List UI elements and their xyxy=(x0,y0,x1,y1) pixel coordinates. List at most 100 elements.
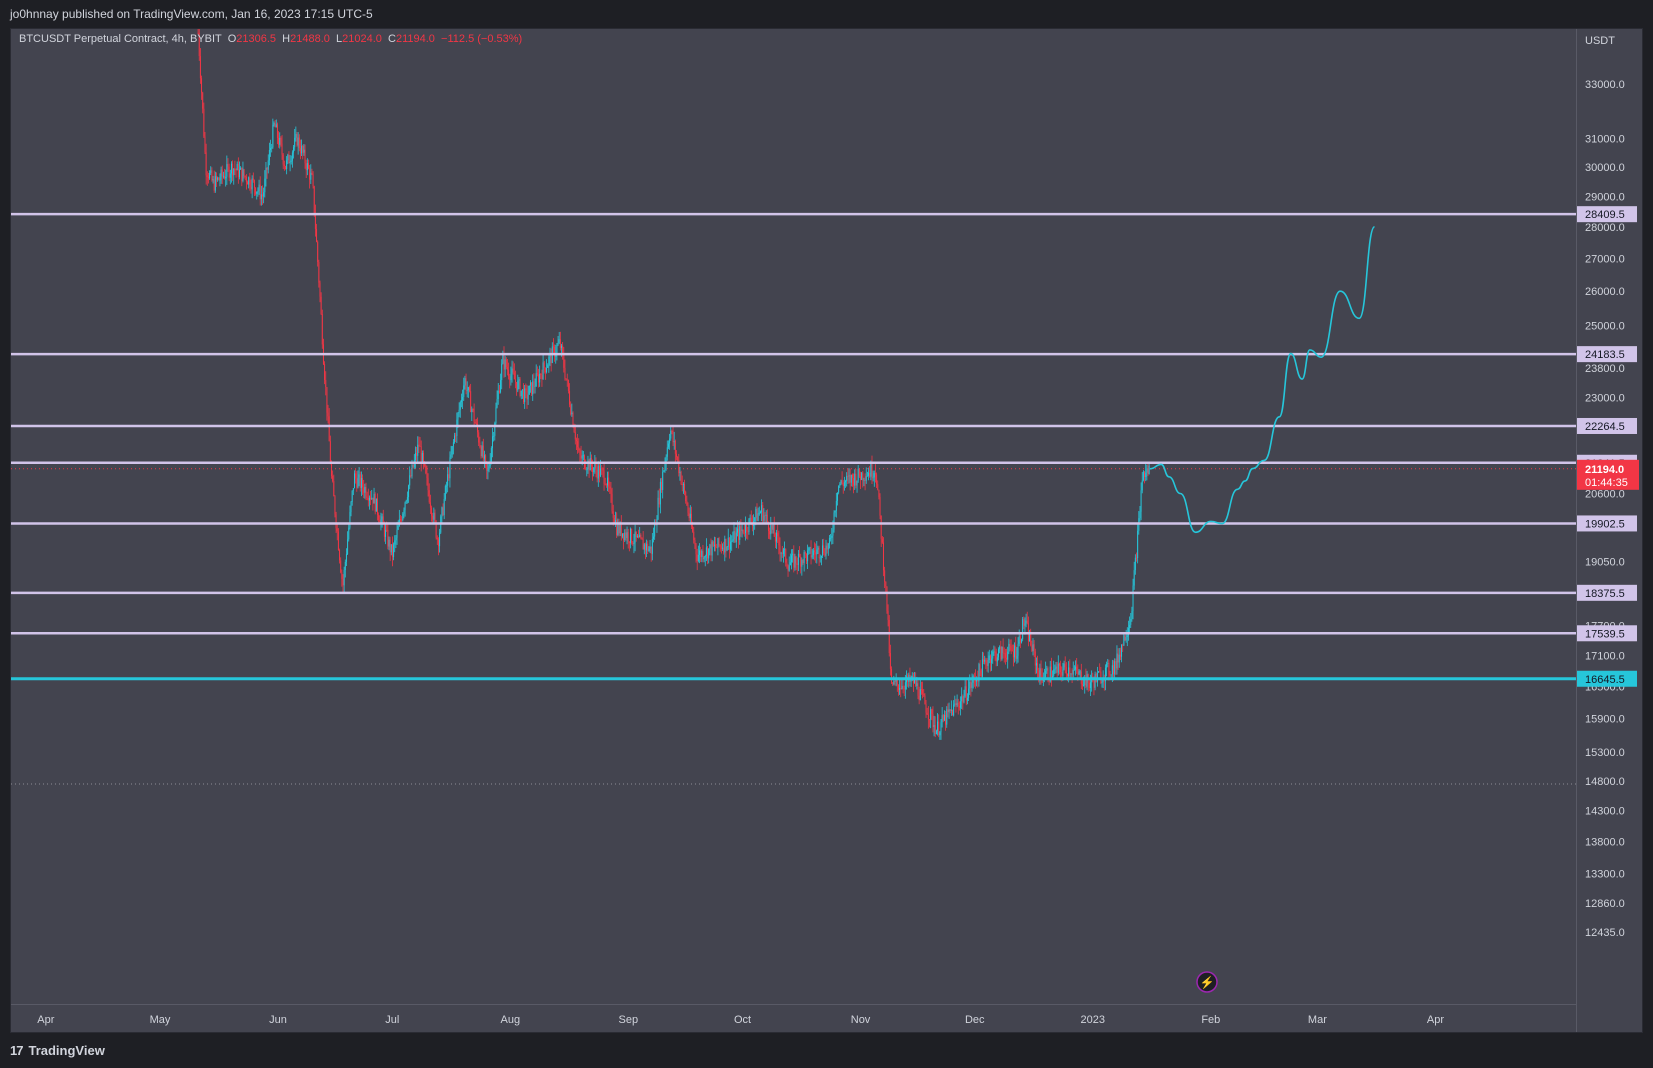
tradingview-logo-icon[interactable]: 17 xyxy=(10,1043,24,1058)
candle-body xyxy=(979,664,981,671)
candle-body xyxy=(1066,673,1068,677)
level-label-box xyxy=(1577,515,1637,532)
candle-body xyxy=(613,517,615,524)
price-tick-label: 33000.0 xyxy=(1585,79,1625,91)
candle-body xyxy=(709,544,711,549)
level-label-box xyxy=(1577,417,1637,434)
candle-body xyxy=(252,178,254,181)
candle-body xyxy=(1023,619,1025,626)
candle-body xyxy=(1106,663,1108,668)
projection-path[interactable] xyxy=(1149,225,1376,534)
candle-body xyxy=(851,474,853,479)
candle-body xyxy=(409,475,411,486)
time-axis-svg[interactable]: Apr May Jun Jul Aug Sep Oct Nov Dec 2023 Feb Mar Apr xyxy=(11,1005,1576,1033)
candle-body xyxy=(562,345,564,355)
candle-body xyxy=(290,160,292,162)
candle-body xyxy=(632,542,634,545)
candle-body xyxy=(710,544,712,556)
candle-body xyxy=(410,475,412,477)
candle-body xyxy=(358,474,360,478)
candle-body xyxy=(824,553,826,556)
candle-body xyxy=(639,534,641,538)
price-axis-svg[interactable]: USDT 33000.0 31000.0 30000.0 29000.0 28000.0… xyxy=(1577,29,1643,1032)
candle-body xyxy=(902,685,904,689)
candle-body xyxy=(693,531,695,541)
time-axis[interactable]: Apr May Jun Jul Aug Sep Oct Nov Dec 2023 Feb Mar Apr xyxy=(11,1004,1576,1032)
events-icon[interactable]: ⚡ xyxy=(1196,971,1218,993)
time-label: Nov xyxy=(851,1014,871,1026)
chart-pane[interactable]: ⚡ BTCUSDT Perpetual Contract, 4h, BYBIT … xyxy=(11,27,1576,1004)
candle-body xyxy=(626,532,628,538)
candle-body xyxy=(1132,585,1134,612)
candle-body xyxy=(846,475,848,482)
candle-body xyxy=(319,282,321,297)
tradingview-footer[interactable]: 17 TradingView xyxy=(0,1033,1653,1068)
price-tick-label: 13300.0 xyxy=(1585,869,1625,881)
candle-body xyxy=(657,497,659,520)
price-chart[interactable]: ⚡ xyxy=(11,27,1576,1004)
candle-body xyxy=(970,681,972,688)
candle-body xyxy=(474,421,476,424)
candle-body xyxy=(1085,676,1087,687)
candle-body xyxy=(391,544,393,557)
candle-body xyxy=(343,570,345,586)
tradingview-brand[interactable]: TradingView xyxy=(28,1043,105,1058)
candle-body xyxy=(1062,669,1064,676)
candle-body xyxy=(612,511,614,518)
candle-body xyxy=(383,524,385,537)
candle-body xyxy=(1034,651,1036,666)
candle-body xyxy=(605,484,607,486)
candle-body xyxy=(871,463,873,478)
candle-body xyxy=(270,147,272,151)
chart-frame[interactable]: ⚡ BTCUSDT Perpetual Contract, 4h, BYBIT … xyxy=(10,27,1643,1033)
horizontal-levels[interactable] xyxy=(11,212,1576,681)
candle-body xyxy=(746,523,748,532)
candle-body xyxy=(727,537,729,547)
candle-body xyxy=(238,169,240,178)
candle-body xyxy=(762,505,764,521)
candle-body xyxy=(935,730,937,735)
price-tick-label: 26000.0 xyxy=(1585,286,1625,298)
candle-body xyxy=(903,688,905,690)
candle-body xyxy=(558,339,560,343)
candle-body xyxy=(491,436,493,449)
candle-body xyxy=(930,709,932,720)
candle-body xyxy=(1142,471,1144,481)
candle-body xyxy=(924,695,926,705)
candle-body xyxy=(328,416,330,442)
candle-body xyxy=(425,465,427,474)
candle-body xyxy=(862,472,864,481)
candle-body xyxy=(1050,666,1052,679)
price-tick-label: 23000.0 xyxy=(1585,393,1625,405)
candle-body xyxy=(675,453,677,457)
candle-body xyxy=(566,379,568,381)
candle-body xyxy=(472,409,474,410)
candle-body xyxy=(564,367,566,379)
candle-body xyxy=(1093,680,1095,688)
candle-body xyxy=(801,559,803,567)
candle-body xyxy=(275,124,277,128)
candle-body xyxy=(389,539,391,553)
candle-body xyxy=(210,170,212,173)
candle-body xyxy=(486,461,488,471)
candle-body xyxy=(964,686,966,696)
candle-body xyxy=(969,681,971,689)
time-label: Oct xyxy=(734,1014,751,1026)
candle-body xyxy=(307,163,309,169)
candle-body xyxy=(471,409,473,412)
candle-body xyxy=(638,535,640,538)
candle-body xyxy=(670,430,672,439)
candle-body xyxy=(813,550,815,553)
candle-body xyxy=(579,450,581,455)
candle-body xyxy=(594,464,596,468)
candle-body xyxy=(517,380,519,391)
candle-body xyxy=(985,659,987,664)
candle-body xyxy=(513,372,515,380)
candle-body xyxy=(836,492,838,501)
candle-body xyxy=(1049,666,1051,682)
svg-text:⚡: ⚡ xyxy=(1200,976,1215,990)
candle-body xyxy=(462,396,464,401)
candle-body xyxy=(698,550,700,555)
price-axis[interactable]: USDT 33000.0 31000.0 30000.0 29000.0 28000.0… xyxy=(1576,29,1642,1032)
candle-body xyxy=(1094,673,1096,688)
